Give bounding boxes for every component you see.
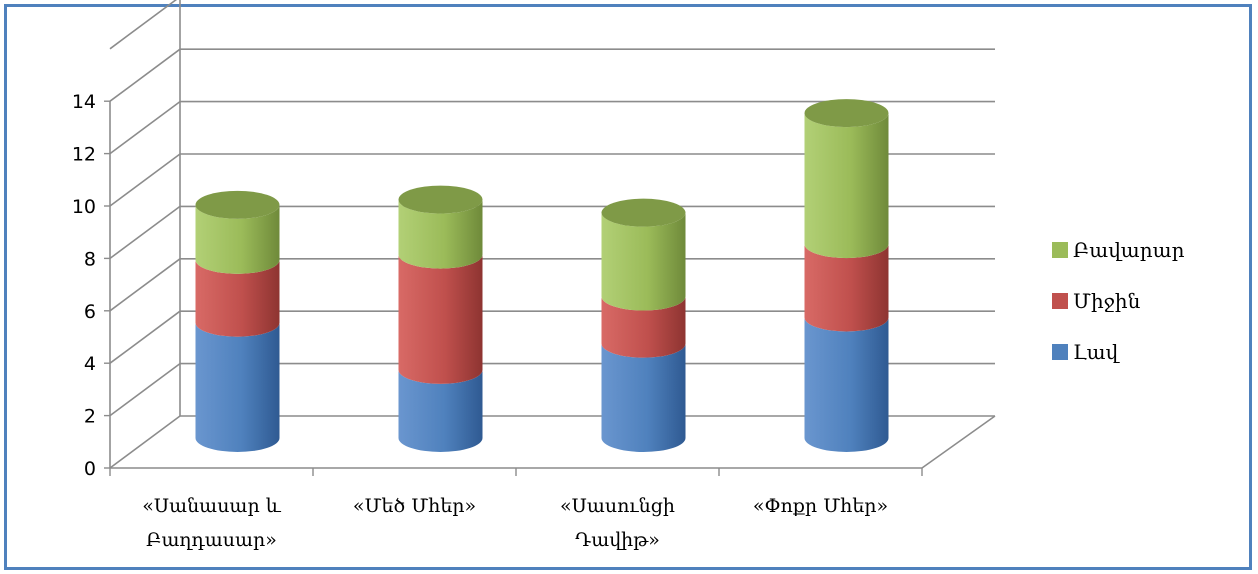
side-grid-line: [109, 205, 181, 260]
side-grid-line: [109, 0, 178, 50]
bar-top: [195, 190, 280, 219]
bar-segment: [804, 244, 889, 332]
x-category-label: «Սանասար և Բաղդասար»: [142, 495, 281, 551]
x-axis-categories: «Սանասար և Բաղդասար» «Մեծ Մհեր» «Սասունցի Դա…: [142, 495, 888, 551]
bar-segment: [601, 343, 686, 452]
bars: [195, 99, 889, 452]
side-grid-line: [109, 310, 181, 364]
side-grid-line: [109, 258, 181, 312]
x-category-label: «Փոքր Մհեր»: [753, 495, 888, 517]
bar-top: [804, 99, 889, 128]
y-tick-label: 14: [72, 91, 96, 113]
bar-segment: [804, 317, 889, 452]
bar-segment: [195, 322, 280, 452]
legend-label: Միջին: [1073, 289, 1141, 313]
side-grid-line: [109, 362, 181, 417]
bar-segment: [601, 296, 686, 358]
bar-segment: [398, 369, 483, 452]
bar-top: [398, 185, 483, 214]
bar-segment: [195, 204, 280, 274]
side-grid-line: [109, 48, 181, 102]
legend: Բավարար Միջին Լավ: [1052, 238, 1185, 364]
side-grid-line: [109, 415, 181, 469]
side-grid-line: [109, 153, 181, 207]
x-category-label: «Սասունցի Դավիթ»: [560, 495, 675, 551]
legend-swatch: [1052, 242, 1068, 258]
bar-segment: [398, 254, 483, 384]
y-tick-label: 8: [84, 248, 96, 270]
y-tick-label: 4: [84, 353, 96, 375]
bar-segment: [195, 259, 280, 337]
y-tick-label: 12: [72, 144, 96, 166]
x-category-label: «Մեծ Մհեր»: [353, 495, 476, 517]
bar-segment: [398, 199, 483, 269]
bar-segment: [601, 212, 686, 311]
bar-segment: [804, 113, 889, 259]
y-tick-label: 10: [72, 196, 96, 218]
bar-top: [601, 198, 686, 227]
legend-swatch: [1052, 293, 1068, 309]
side-grid-line: [109, 100, 181, 155]
y-tick-label: 6: [84, 301, 96, 323]
y-tick-label: 0: [84, 458, 96, 480]
legend-swatch: [1052, 344, 1068, 360]
y-axis-ticks: 0 2 4 6 8 10 12 14: [72, 91, 110, 480]
legend-label: Լավ: [1073, 340, 1121, 364]
legend-label: Բավարար: [1073, 238, 1185, 262]
y-tick-label: 2: [84, 406, 96, 428]
